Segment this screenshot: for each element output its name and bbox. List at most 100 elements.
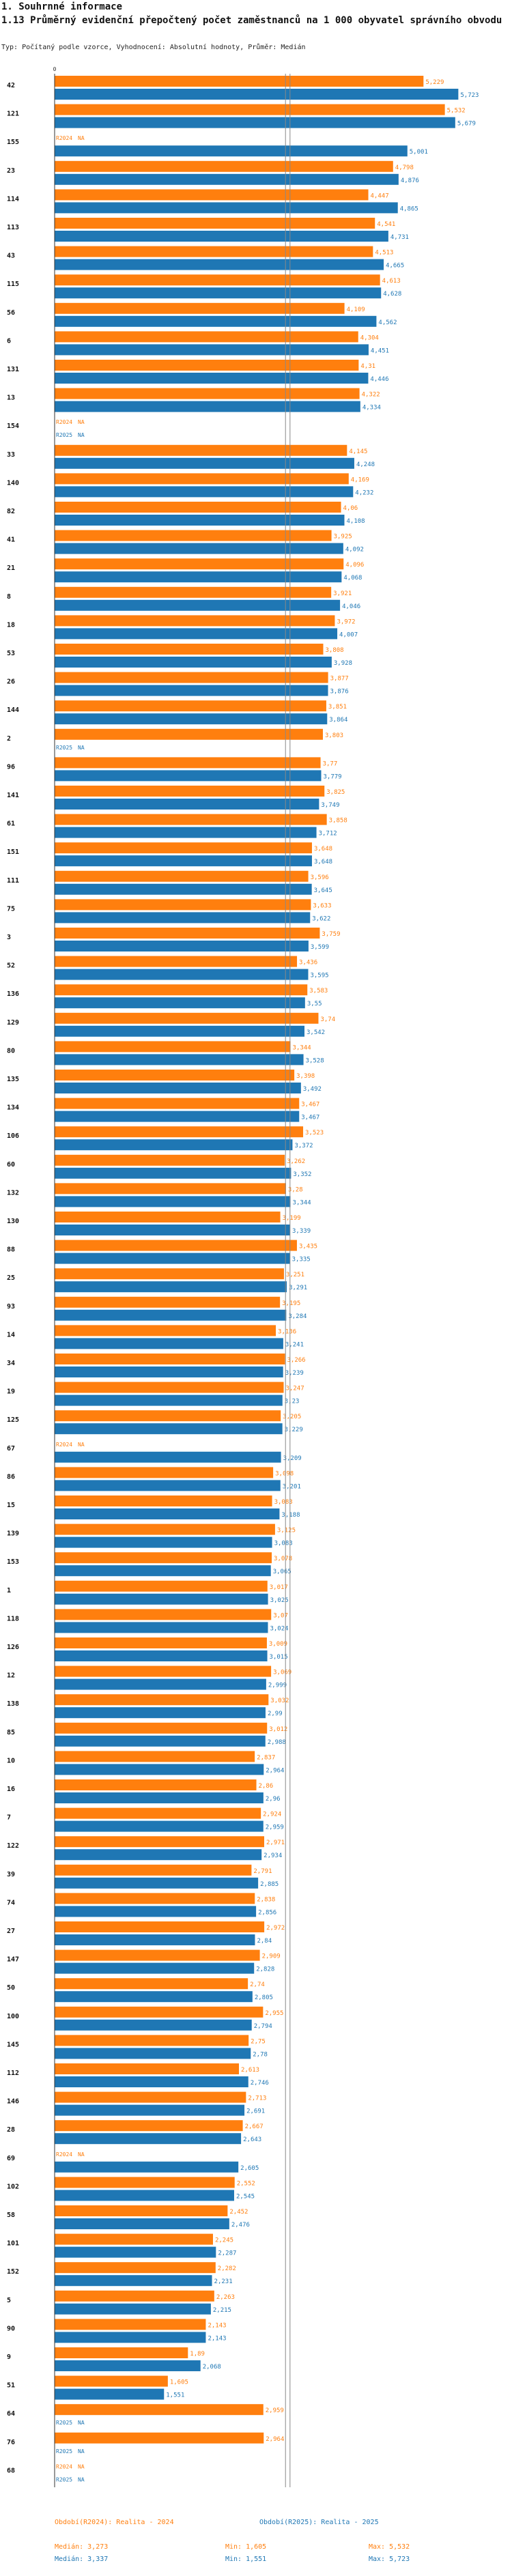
bar-R2024 <box>55 1041 291 1053</box>
category-label: 141 <box>7 792 19 799</box>
x-tick-label: 0 <box>53 66 57 72</box>
value-label: 2,96 <box>266 1796 281 1803</box>
value-label: 4,068 <box>343 575 362 582</box>
bar-R2025 <box>55 231 388 242</box>
bar-R2024 <box>55 2262 216 2274</box>
bar-R2024 <box>55 1070 295 1081</box>
chart-meta: Typ: Počítaný podle vzorce, Vyhodnocení:… <box>1 44 306 51</box>
value-label: 4,06 <box>343 505 358 512</box>
value-label: 2,74 <box>250 1981 265 1988</box>
value-label: 3,877 <box>330 676 349 683</box>
bar-R2025 <box>55 1707 266 1719</box>
value-label: 2,476 <box>231 2222 250 2229</box>
value-label: 4,665 <box>386 263 404 270</box>
category-label: 53 <box>7 650 15 657</box>
value-label: 5,229 <box>425 79 444 86</box>
value-label: 4,109 <box>347 306 365 313</box>
value-label: 3,972 <box>337 618 355 625</box>
bar-R2025 <box>55 89 459 100</box>
value-label: 2,713 <box>248 2095 266 2102</box>
value-label: 2,75 <box>251 2038 266 2045</box>
value-label: 2,452 <box>229 2209 248 2216</box>
bar-R2024 <box>55 388 360 399</box>
bar-R2025 <box>55 685 328 696</box>
bar-R2025 <box>55 1253 290 1264</box>
bar-R2025 <box>55 1536 272 1548</box>
bar-R2024 <box>55 2120 243 2132</box>
category-label: 130 <box>7 1218 19 1225</box>
value-label: 3,247 <box>286 1386 304 1392</box>
value-label: 3,599 <box>311 944 329 951</box>
value-label: 4,108 <box>346 518 365 525</box>
bar-R2025 <box>55 515 345 526</box>
value-label: 2,964 <box>266 1767 284 1774</box>
bar-R2025 <box>55 2133 242 2145</box>
value-label: 3,858 <box>329 818 347 825</box>
value-label: 2,885 <box>260 1881 279 1888</box>
value-label: 3,291 <box>289 1285 307 1291</box>
value-label: 5,679 <box>457 121 476 128</box>
bar-R2024 <box>55 1183 286 1194</box>
value-label: 4,31 <box>360 363 375 370</box>
category-label: 58 <box>7 2212 15 2219</box>
bar-R2025 <box>55 1565 271 1577</box>
value-label: 3,74 <box>320 1016 335 1023</box>
bar-R2024 <box>55 2319 206 2330</box>
bar-R2025 <box>55 259 384 270</box>
bar-R2025 <box>55 827 317 838</box>
bar-R2025 <box>55 941 309 951</box>
value-label: 3,136 <box>278 1328 296 1335</box>
bar-R2025 <box>55 1849 262 1861</box>
footer-stats-2024-max: Max: 5,532 <box>369 2543 410 2551</box>
value-label: 3,201 <box>283 1483 301 1490</box>
value-label: 3,266 <box>287 1357 305 1364</box>
bar-R2024 <box>55 1580 268 1592</box>
bar-R2024 <box>55 956 298 967</box>
value-label: 2,838 <box>257 1896 275 1903</box>
bar-R2025 <box>55 1508 280 1519</box>
bar-R2024 <box>55 2347 188 2358</box>
bar-R2024 <box>55 1467 274 1478</box>
value-label: 2,691 <box>246 2108 265 2115</box>
value-label: 3,542 <box>307 1029 325 1036</box>
bar-R2025 <box>55 1111 300 1122</box>
value-label: 3,648 <box>314 859 332 865</box>
category-label: 106 <box>7 1132 19 1140</box>
value-label: 4,334 <box>362 405 381 412</box>
value-label: 2,988 <box>268 1739 286 1746</box>
bar-R2025 <box>55 770 322 782</box>
value-label: 4,007 <box>339 631 358 638</box>
bar-R2025 <box>55 1735 266 1747</box>
footer-legend-2025: Období(R2025): Realita - 2025 <box>259 2519 379 2526</box>
bar-R2024 <box>55 274 380 286</box>
value-label: 1,551 <box>166 2392 184 2399</box>
value-label: 3,199 <box>283 1215 301 1222</box>
category-label: 12 <box>7 1672 15 1680</box>
bar-R2025 <box>55 145 408 157</box>
value-label: 3,921 <box>333 590 352 597</box>
section-heading: 1. Souhrnné informace <box>1 1 123 12</box>
bar-R2025 <box>55 997 305 1009</box>
bar-R2025 <box>55 173 399 185</box>
bar-R2024 <box>55 786 325 797</box>
bar-R2024 <box>55 1807 261 1819</box>
value-label: 4,628 <box>383 291 401 298</box>
bar-R2025 <box>55 2303 211 2315</box>
value-label: 3,876 <box>330 689 349 696</box>
category-label: 152 <box>7 2268 19 2276</box>
value-label: 2,86 <box>259 1783 274 1790</box>
bar-R2025 <box>55 1366 283 1377</box>
bar-R2024 <box>55 1921 265 1932</box>
bar-R2024 <box>55 1098 300 1109</box>
value-label: 4,876 <box>401 177 419 184</box>
category-label: 112 <box>7 2070 19 2077</box>
na-label: NA <box>78 2151 85 2158</box>
bar-R2025 <box>55 2190 234 2201</box>
bar-R2025 <box>55 1281 287 1293</box>
category-label: 113 <box>7 224 19 231</box>
value-label: 4,446 <box>370 376 388 383</box>
value-label: 2,972 <box>266 1925 285 1932</box>
category-label: 85 <box>7 1729 15 1736</box>
category-label: 139 <box>7 1530 19 1538</box>
